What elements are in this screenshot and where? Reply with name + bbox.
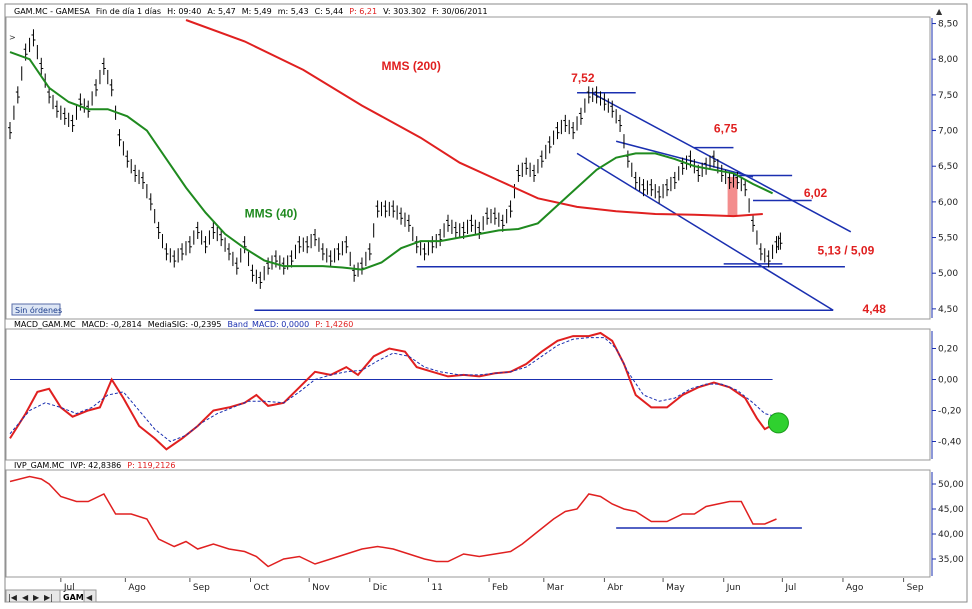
x-tick-label: Mar	[547, 583, 564, 593]
x-tick-label: Feb	[492, 583, 508, 593]
bottom-toolbar: |◀ ◀ ▶ ▶| GAM ◀	[5, 589, 97, 603]
macd-line	[9, 331, 777, 451]
y-tick-label: 8,50	[938, 20, 958, 30]
chart-annotation: 4,48	[863, 302, 887, 316]
y-tick-label: 7,00	[938, 127, 958, 137]
sin-ordenes-button[interactable]: Sin órdenes	[11, 303, 62, 316]
x-tick-label: Ago	[846, 583, 864, 593]
trend-line	[576, 152, 834, 311]
x-tick-label: Sep	[193, 583, 210, 593]
y-tick-label: 6,00	[938, 198, 958, 208]
price-header: GAM.MC - GAMESA Fin de día 1 días H: 09:40…	[14, 7, 488, 16]
y-tick-label: 40,00	[938, 530, 964, 540]
x-tick-label: Jul	[784, 583, 796, 593]
price-panel	[5, 16, 931, 320]
signal-line	[9, 337, 777, 443]
x-tick-label: Oct	[254, 583, 270, 593]
y-tick-label: 8,00	[938, 55, 958, 65]
chart-annotation: 7,52	[571, 71, 595, 85]
panel-0-layer: 8,50 8,00 7,50 7,00 6,50 6,00 5,50 5,00 4,50 MMS …	[8, 18, 958, 318]
x-tick-label: Dic	[373, 583, 387, 593]
macd-signal-dot	[767, 412, 789, 434]
x-tick-label: Abr	[607, 583, 623, 593]
nav-last-icon[interactable]: ▶|	[44, 593, 53, 602]
macd-panel	[5, 328, 931, 461]
y-tick-label: 4,50	[938, 305, 958, 315]
y-tick-label: 0,20	[938, 345, 958, 355]
panel-1-layer: 0,20 0,00 -0,20 -0,40	[9, 331, 962, 459]
chart-annotation: 6,75	[714, 122, 738, 136]
mms200-line	[185, 19, 763, 218]
y-tick-label: 5,00	[938, 269, 958, 279]
ivp-line	[9, 475, 777, 568]
y-tick-label: 45,00	[938, 505, 964, 515]
chart-annotation: MMS (200)	[382, 59, 441, 73]
nav-first-icon[interactable]: |◀	[8, 593, 18, 602]
x-tick-label: May	[666, 583, 685, 593]
y-tick-label: 5,50	[938, 234, 958, 244]
scroll-up-icon[interactable]: ▲	[936, 7, 943, 16]
tab-gam[interactable]	[59, 589, 85, 603]
breakout-box	[727, 176, 738, 217]
tab-gam-label: GAM	[63, 593, 84, 602]
y-tick-label: 0,00	[938, 376, 958, 386]
window-frame	[4, 3, 968, 603]
chart-annotation: 6,02	[804, 186, 828, 200]
y-tick-label: 7,50	[938, 91, 958, 101]
y-tick-label: -0,20	[938, 407, 962, 417]
macd-header: MACD_GAM.MC MACD: -0,2814 MediaSIG: -0,239…	[14, 320, 353, 329]
mms40-line	[9, 51, 774, 271]
x-tick-label: Sep	[907, 583, 924, 593]
y-tick-label: 50,00	[938, 480, 964, 490]
y-tick-label: 35,00	[938, 555, 964, 565]
x-tick-label: 11	[431, 583, 442, 593]
nav-next-icon[interactable]: ▶	[33, 593, 40, 602]
nav-prev-icon[interactable]: ◀	[22, 593, 29, 602]
x-tick-label: Jul	[63, 583, 75, 593]
x-tick-label: Ago	[128, 583, 146, 593]
y-tick-label: -0,40	[938, 438, 962, 448]
panel-2-layer: 50,00 45,00 40,00 35,00 Jul Ago Sep Oct Nov Dic 11…	[9, 472, 964, 593]
trend-line	[615, 140, 754, 178]
sin-ordenes-label: Sin órdenes	[15, 305, 62, 315]
chart-annotation: MMS (40)	[245, 207, 298, 221]
x-tick-label: Nov	[312, 583, 330, 593]
y-tick-label: 6,50	[938, 162, 958, 172]
scroll-left-icon[interactable]: ◀	[86, 593, 93, 602]
trend-line	[592, 92, 852, 233]
ivp-header: IVP_GAM.MC IVP: 42,8386 P: 119,2126	[14, 461, 175, 470]
cursor-marker-icon: >	[9, 33, 16, 42]
ivp-panel	[5, 469, 931, 578]
chart-annotation: 5,13 / 5,09	[818, 244, 875, 258]
x-tick-label: Jun	[726, 583, 741, 593]
